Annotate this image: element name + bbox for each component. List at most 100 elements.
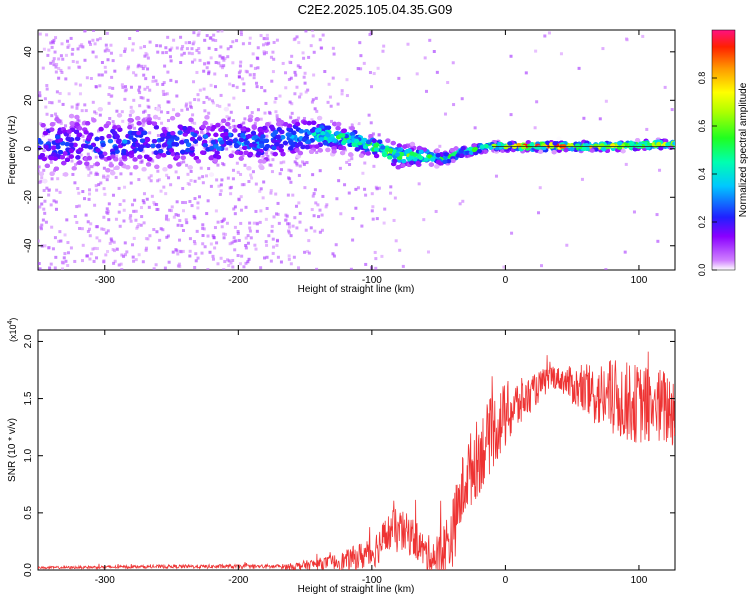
spectrogram-cell xyxy=(68,142,74,147)
spectrogram-cell xyxy=(230,241,234,245)
spectrogram-cell xyxy=(132,71,136,75)
spectrogram-cell xyxy=(240,122,244,126)
spectrogram-cell xyxy=(237,123,243,129)
spectrogram-cell xyxy=(180,149,186,155)
spectrogram-cell xyxy=(211,38,215,42)
spectrogram-cell xyxy=(85,254,89,258)
spectrogram-cell xyxy=(207,61,211,65)
spectrogram-cell xyxy=(288,225,292,229)
spectrogram-cell xyxy=(309,44,313,48)
spectrogram-cell xyxy=(262,37,266,41)
spectrogram-cell xyxy=(131,137,138,143)
spectrogram-cell xyxy=(73,259,77,263)
spectrogram-cell xyxy=(235,85,239,89)
spectrogram-cell xyxy=(244,236,248,240)
spectrogram-cell xyxy=(264,41,268,45)
spectrogram-cell xyxy=(288,100,292,104)
spectrogram-cell xyxy=(162,129,168,134)
spectrogram-cell xyxy=(60,267,64,270)
spectrogram-cell xyxy=(658,145,664,151)
spectrogram-cell xyxy=(147,176,151,180)
spectrogram-cell xyxy=(82,139,86,143)
spectrogram-cell xyxy=(166,234,170,238)
spectrogram-cell xyxy=(218,192,222,196)
spectrogram-cell xyxy=(237,75,241,79)
spectrogram-cell xyxy=(349,126,355,131)
spectrogram-cell xyxy=(49,41,53,45)
spectrogram-cell xyxy=(363,187,367,191)
spectrogram-cell xyxy=(102,187,106,191)
spectrogram-cell xyxy=(255,85,259,89)
spectrogram-cell xyxy=(219,121,223,125)
spectrogram-cell xyxy=(179,161,183,165)
spectrogram-cell xyxy=(273,100,277,104)
spectrogram-cell xyxy=(376,66,380,70)
spectrogram-cell xyxy=(186,172,190,176)
spectrogram-cell xyxy=(203,245,207,249)
spectrogram-cell xyxy=(196,201,200,205)
spectrogram-cell xyxy=(374,266,378,270)
spectrogram-cell xyxy=(115,109,119,113)
spectrogram-cell xyxy=(52,38,56,42)
spectrogram-cell xyxy=(106,229,110,233)
spectrogram-cell xyxy=(159,227,163,231)
spectrogram-cell xyxy=(336,121,342,127)
spectrogram-cell xyxy=(185,107,189,111)
spectrogram-cell xyxy=(272,151,278,157)
spectrogram-cell xyxy=(300,144,306,150)
spectrogram-cell xyxy=(60,141,66,146)
spectrogram-cell xyxy=(264,101,268,105)
spectrogram-cell xyxy=(264,51,268,55)
spectrogram-cell xyxy=(100,142,106,148)
spectrogram-cell xyxy=(370,192,374,196)
spectrogram-cell xyxy=(164,50,168,54)
spectrogram-cell xyxy=(294,148,300,153)
spectrogram-cell xyxy=(236,170,240,174)
spectrogram-cell xyxy=(57,239,61,243)
spectrogram-cell xyxy=(318,208,322,212)
spectrogram-cell xyxy=(278,143,284,149)
spectrogram-cell xyxy=(252,72,256,76)
spectrogram-cell xyxy=(112,261,116,265)
spectrogram-cell xyxy=(73,181,77,185)
spectrogram-cell xyxy=(233,248,237,252)
spectrogram-cell xyxy=(326,100,330,104)
spectrogram-cell xyxy=(318,169,322,173)
spectrogram-cell xyxy=(623,250,627,254)
spectrogram-cell xyxy=(276,201,280,205)
spectrogram-cell xyxy=(271,237,275,241)
spectrogram-cell xyxy=(38,267,42,270)
spectrogram-cell xyxy=(119,262,123,266)
spectrogram-cell xyxy=(81,243,85,247)
spectrogram-cell xyxy=(367,113,371,117)
spectrogram-cell xyxy=(190,204,194,208)
spectrogram-cell xyxy=(294,73,298,77)
spectrogram-cell xyxy=(94,111,98,115)
spectrogram-cell xyxy=(127,125,133,130)
spectrogram-cell xyxy=(47,48,51,52)
spectrogram-cell xyxy=(201,234,205,238)
spectrogram-cell xyxy=(50,114,54,118)
spectrogram-cell xyxy=(452,103,456,107)
spectrogram-cell xyxy=(128,216,132,220)
spectrogram-cell xyxy=(295,85,299,89)
spectrogram-cell xyxy=(140,160,144,164)
spectrogram-cell xyxy=(46,132,50,136)
spectrogram-cell xyxy=(86,152,90,156)
spectrogram-cell xyxy=(315,150,319,154)
spectrogram-heatmap xyxy=(38,30,675,270)
spectrogram-cell xyxy=(93,42,97,46)
spectrogram-cell xyxy=(334,131,340,136)
spectrogram-cell xyxy=(304,30,308,33)
spectrogram-cell xyxy=(163,92,167,96)
spectrogram-cell xyxy=(443,112,447,116)
spectrogram-cell xyxy=(137,63,141,67)
spectrogram-cell xyxy=(158,238,162,242)
spectrogram-cell xyxy=(212,158,218,163)
spectrogram-cell xyxy=(255,229,259,233)
spectrogram-cell xyxy=(225,147,229,151)
spectrogram-cell xyxy=(238,69,242,73)
spectrogram-cell xyxy=(81,45,85,49)
spectrogram-cell xyxy=(119,53,123,57)
spectrogram-cell xyxy=(134,258,138,262)
